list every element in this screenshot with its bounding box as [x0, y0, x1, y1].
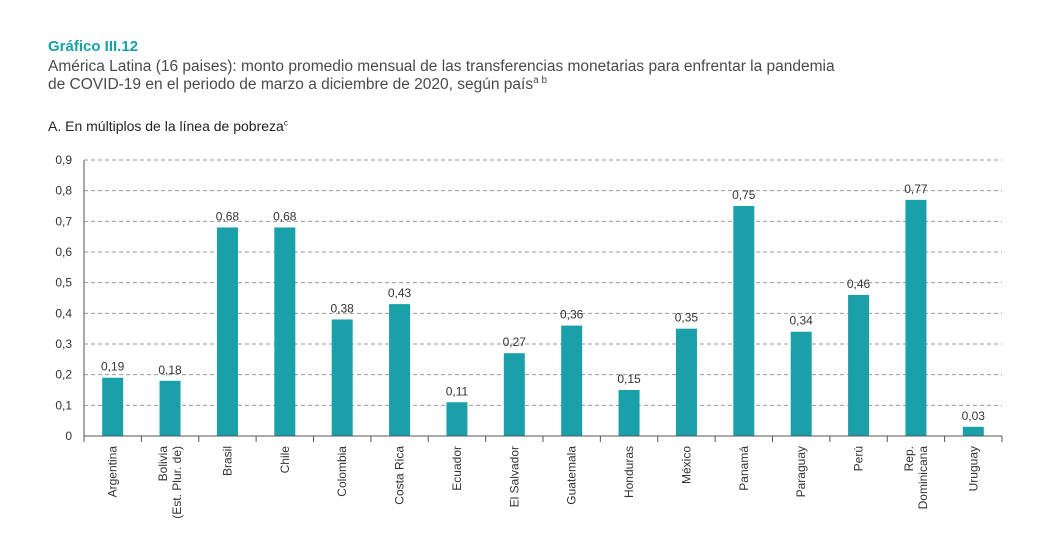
- bar-value-label: 0,38: [331, 301, 355, 315]
- bar-value-label: 0,68: [273, 209, 297, 223]
- x-category-label: Uruguay: [966, 446, 980, 491]
- bar: [159, 380, 181, 436]
- panel-title-text: A. En múltiplos de la línea de pobreza: [48, 118, 284, 134]
- y-tick-label: 0,4: [55, 306, 72, 320]
- panel-title: A. En múltiplos de la línea de pobrezac: [48, 118, 288, 134]
- y-tick-label: 0,6: [55, 245, 72, 259]
- y-tick-label: 0,2: [55, 368, 72, 382]
- x-category-label: México: [679, 446, 693, 484]
- bar-value-label: 0,34: [790, 314, 814, 328]
- bar: [848, 294, 870, 436]
- bar-value-label: 0,15: [617, 372, 641, 386]
- x-category-label: Dominicana: [916, 446, 930, 510]
- x-category-label: Brasil: [220, 446, 234, 476]
- x-category-label: Perú: [852, 446, 866, 471]
- x-category-label: Costa Rica: [393, 446, 407, 505]
- bar-value-label: 0,36: [560, 308, 584, 322]
- bars-layer: [102, 199, 984, 436]
- y-tick-label: 0: [65, 429, 72, 443]
- figure-title-line2: de COVID-19 en el periodo de marzo a dic…: [48, 76, 534, 93]
- bar-value-label: 0,11: [446, 384, 469, 398]
- bar: [102, 377, 124, 436]
- figure-label: Gráfico III.12: [48, 38, 139, 55]
- bar-value-label: 0,18: [158, 363, 182, 377]
- figure-title-superscript: a b: [533, 74, 548, 86]
- bar-value-label: 0,43: [388, 286, 412, 300]
- x-category-label: (Est. Plur. de): [170, 446, 184, 519]
- x-category-label: Paraguay: [794, 446, 808, 497]
- bar: [962, 426, 984, 436]
- panel-title-superscript: c: [283, 118, 288, 128]
- x-category-label: Rep.: [902, 446, 916, 471]
- y-tick-label: 0,3: [55, 337, 72, 351]
- bar: [389, 304, 411, 436]
- bar: [446, 402, 468, 436]
- y-tick-label: 0,5: [55, 276, 72, 290]
- bar: [274, 227, 296, 436]
- y-tick-label: 0,9: [55, 153, 72, 167]
- x-category-label: Bolivia: [156, 446, 170, 482]
- bar: [561, 325, 583, 436]
- bar: [216, 227, 238, 436]
- figure-title-line1: América Latina (16 paises): monto promed…: [48, 58, 835, 75]
- x-category-label: Colombia: [335, 446, 349, 497]
- labels-layer: 0,19 Argentina 0,18 Bolivia (Est. Plur. de) 0…: [101, 182, 985, 519]
- figure-title: América Latina (16 paises): monto promed…: [48, 58, 968, 94]
- bar-value-label: 0,35: [675, 311, 699, 325]
- bar: [618, 390, 640, 436]
- x-category-label: Chile: [278, 446, 292, 474]
- x-category-label: Panamá: [737, 446, 751, 491]
- x-category-label: Guatemala: [565, 446, 579, 505]
- y-tick-label: 0,1: [55, 398, 72, 412]
- bar: [331, 319, 353, 436]
- bar-value-label: 0,19: [101, 360, 125, 374]
- x-category-label: Argentina: [106, 446, 120, 498]
- bar: [905, 199, 927, 436]
- bar: [733, 206, 755, 436]
- bar-value-label: 0,27: [503, 335, 527, 349]
- x-category-label: El Salvador: [507, 446, 521, 507]
- x-category-label: Ecuador: [450, 446, 464, 491]
- axis-layer: 0 0,1 0,2 0,3 0,4 0,5 0,6 0,7 0,8 0,9: [55, 153, 1003, 443]
- bar-value-label: 0,46: [847, 277, 871, 291]
- bar-value-label: 0,03: [962, 409, 986, 423]
- bar-value-label: 0,77: [904, 182, 928, 196]
- bar-value-label: 0,75: [732, 188, 756, 202]
- bar-value-label: 0,68: [216, 209, 240, 223]
- y-tick-label: 0,7: [55, 214, 72, 228]
- bar: [790, 331, 812, 436]
- y-tick-label: 0,8: [55, 184, 72, 198]
- x-category-label: Honduras: [622, 446, 636, 498]
- bar: [503, 353, 525, 436]
- bar: [675, 328, 697, 436]
